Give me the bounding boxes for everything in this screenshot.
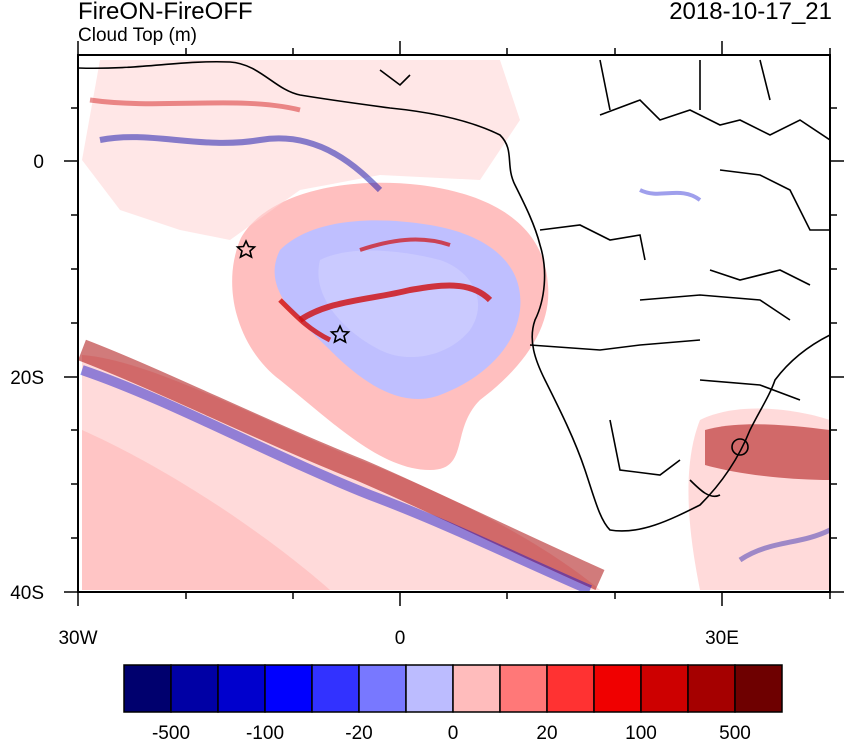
tick-marks [64, 41, 844, 606]
star-marker [235, 239, 257, 259]
colorbar-swatch [546, 664, 595, 713]
colorbar-swatch [734, 664, 783, 713]
colorbar-label: -500 [152, 723, 190, 744]
timestamp-label: 2018-10-17_21 [669, 0, 832, 25]
colorbar-swatch [358, 664, 407, 713]
colorbar-swatch [170, 664, 219, 713]
colorbar-label: 20 [536, 723, 557, 744]
figure-title: FireON-FireOFF [78, 0, 253, 25]
station-markers [235, 239, 351, 344]
colorbar-label: 0 [448, 723, 459, 744]
coastlines [78, 59, 830, 532]
x-tick-label: 0 [395, 628, 406, 649]
y-tick-label: 20S [10, 368, 44, 389]
y-tick-label: 0 [33, 152, 44, 173]
colorbar-swatch [499, 664, 548, 713]
colorbar-label: 500 [719, 723, 751, 744]
colorbar-swatch [264, 664, 313, 713]
colorbar-swatch [311, 664, 360, 713]
x-tick-label: 30E [705, 628, 739, 649]
colorbar-swatch [405, 664, 454, 713]
colorbar-label: -20 [345, 723, 372, 744]
colorbar-label: -100 [246, 723, 284, 744]
x-tick-label: 30W [58, 628, 97, 649]
figure-subtitle: Cloud Top (m) [78, 25, 197, 46]
star-marker [329, 324, 351, 344]
colorbar-swatch [123, 664, 172, 713]
colorbar-swatch [640, 664, 689, 713]
colorbar-label: 100 [625, 723, 657, 744]
colorbar-swatch [452, 664, 501, 713]
y-tick-label: 40S [10, 583, 44, 604]
colorbar-swatch [217, 664, 266, 713]
cloud-anomaly-field [78, 60, 830, 592]
colorbar-swatch [687, 664, 736, 713]
colorbar-swatch [593, 664, 642, 713]
